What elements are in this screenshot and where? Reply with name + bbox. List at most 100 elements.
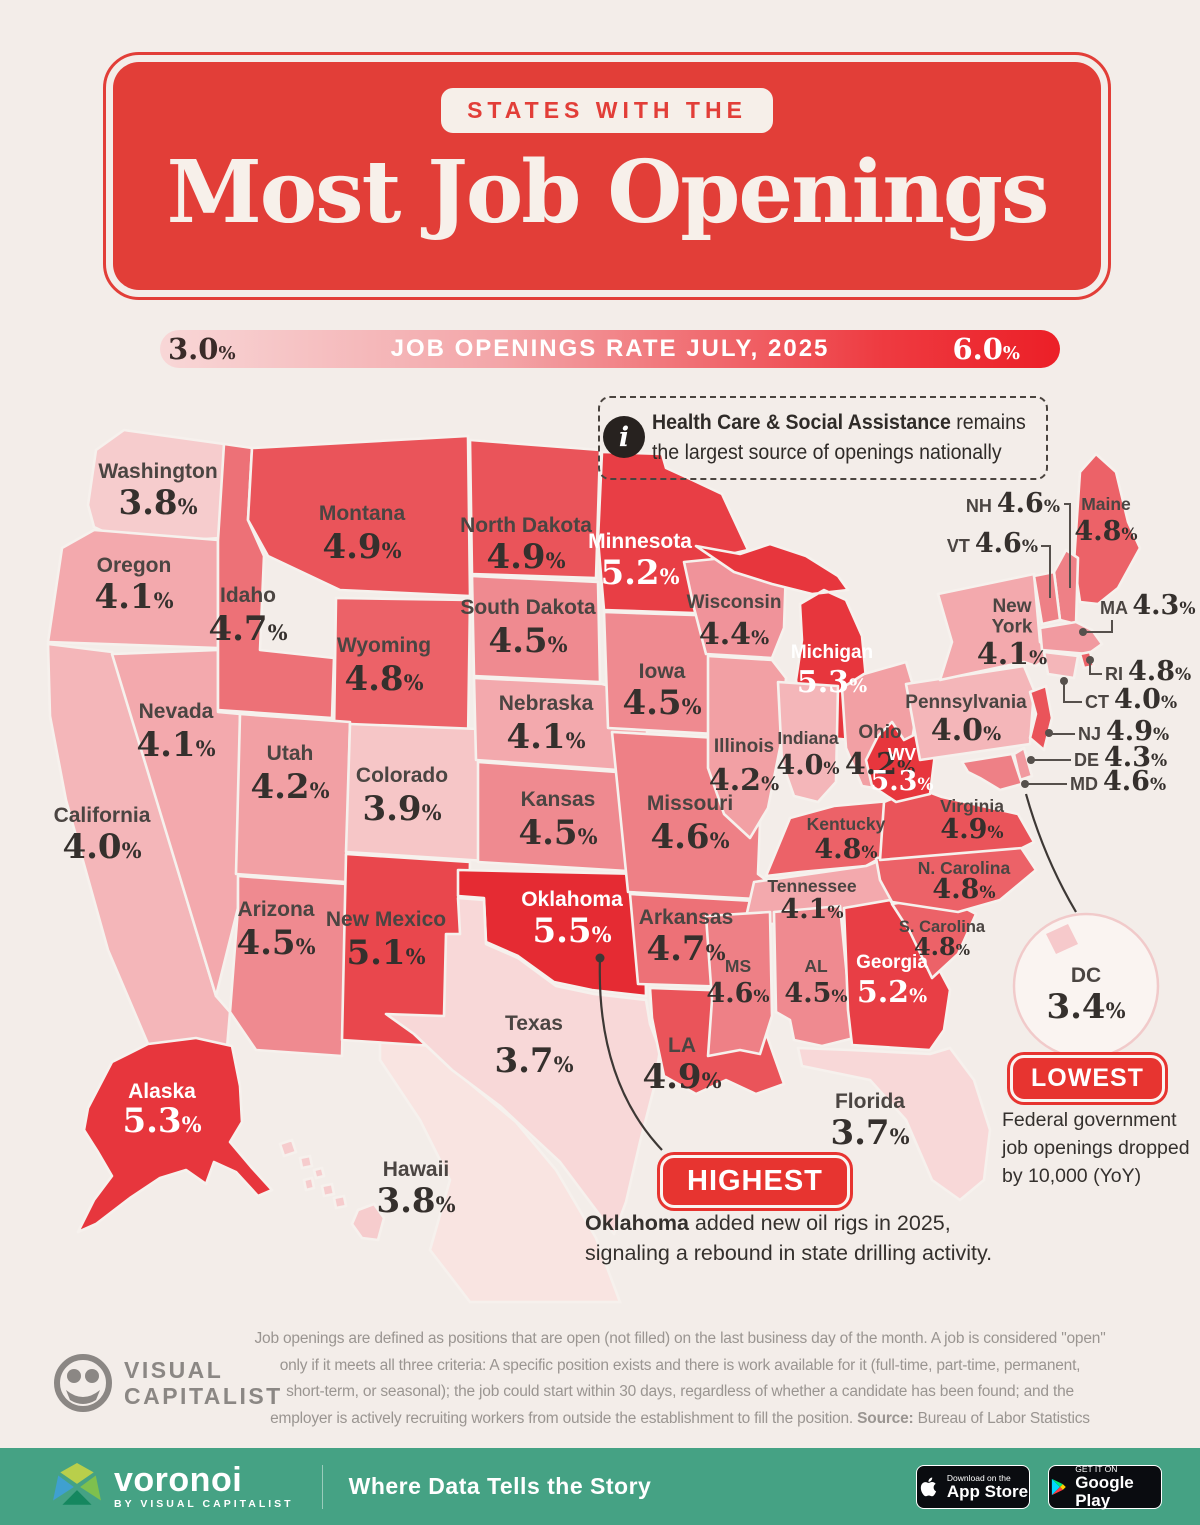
state-label-TX: Texas 3.7% (494, 1012, 573, 1081)
svg-text:3.8%: 3.8% (376, 1181, 455, 1221)
state-MS (704, 910, 774, 1058)
svg-text:N. Carolina: N. Carolina (918, 858, 1011, 878)
svg-text:Ohio: Ohio (858, 722, 901, 743)
svg-text:Oregon: Oregon (97, 554, 172, 577)
svg-text:AL: AL (804, 956, 828, 976)
svg-text:Arizona: Arizona (237, 898, 314, 921)
svg-text:Montana: Montana (319, 502, 406, 525)
leader-dot-MD (1021, 780, 1029, 788)
svg-text:3.7%: 3.7% (494, 1041, 573, 1081)
svg-text:Tennessee: Tennessee (767, 876, 856, 896)
svg-text:4.8%: 4.8% (932, 874, 995, 905)
footer-tagline: Where Data Tells the Story (348, 1473, 652, 1499)
state-label-DC: DC3.4% (1046, 964, 1125, 1027)
google-play-icon (1051, 1478, 1066, 1495)
state-HI (278, 1138, 386, 1242)
title-banner-inner: STATES WITH THE Most Job Openings (113, 62, 1101, 290)
label-MA: MA 4.3% (1100, 590, 1195, 621)
voronoi-subtitle: BY VISUAL CAPITALIST (114, 1497, 294, 1510)
state-AL (772, 904, 856, 1048)
label-VT: VT 4.6% (947, 528, 1038, 559)
state-NJ (1028, 684, 1054, 752)
state-AK (76, 1036, 274, 1234)
svg-text:5.5%: 5.5% (532, 911, 611, 951)
state-IN (776, 680, 840, 804)
svg-text:Oklahoma: Oklahoma (521, 888, 623, 911)
leader-RI (1089, 662, 1102, 675)
svg-text:LA: LA (668, 1034, 696, 1057)
label-NH: NH 4.6% (966, 488, 1060, 519)
voronoi-wordmark: voronoi (114, 1460, 243, 1499)
svg-text:WV: WV (888, 744, 917, 764)
state-ID (216, 442, 336, 720)
svg-text:South Dakota: South Dakota (460, 596, 596, 619)
state-label-LA: LA4.9% (642, 1034, 721, 1097)
svg-text:Iowa: Iowa (639, 660, 686, 683)
label-CT: CT 4.0% (1085, 684, 1177, 715)
leader-dot-CT (1060, 677, 1068, 685)
svg-text:4.1%: 4.1% (780, 894, 843, 925)
leader-NH (1064, 503, 1071, 588)
svg-text:4.9%: 4.9% (642, 1057, 721, 1097)
google-play-badge[interactable]: GET IT ON Google Play (1048, 1464, 1162, 1509)
svg-text:4.1%: 4.1% (977, 637, 1047, 672)
svg-text:4.5%: 4.5% (622, 683, 701, 723)
state-PA (904, 664, 1036, 762)
svg-text:3.9%: 3.9% (362, 789, 441, 829)
svg-text:Minnesota: Minnesota (588, 530, 692, 553)
label-MD: MD 4.6% (1070, 766, 1166, 797)
state-label-AL: AL4.5% (784, 956, 847, 1009)
highest-note: Oklahoma added new oil rigs in 2025, sig… (585, 1211, 993, 1265)
label-RI: RI 4.8% (1105, 656, 1191, 687)
voronoi-icon (53, 1462, 101, 1505)
state-VT (1032, 570, 1062, 626)
visual-capitalist-icon (54, 1354, 112, 1412)
state-label-OH: Ohio 4.2% (845, 722, 915, 782)
svg-text:Wisconsin: Wisconsin (687, 592, 782, 613)
svg-text:Hawaii: Hawaii (383, 1158, 450, 1181)
kicker-text: STATES WITH THE (467, 97, 747, 123)
state-MD (960, 752, 1024, 792)
brand-footer-bar: voronoi BY VISUAL CAPITALIST Where Data … (0, 1448, 1200, 1525)
leader-dot-MA (1079, 628, 1087, 636)
svg-text:4.2%: 4.2% (250, 767, 329, 807)
state-FL (796, 1046, 992, 1202)
svg-text:3.8%: 3.8% (118, 483, 197, 523)
svg-text:Michigan: Michigan (791, 642, 873, 663)
highest-badge: HIGHEST (660, 1155, 850, 1208)
state-IL (706, 654, 788, 840)
svg-text:Illinois: Illinois (714, 736, 774, 757)
svg-text:New Mexico: New Mexico (326, 908, 446, 931)
app-store-badge[interactable]: Download on the App Store (916, 1464, 1030, 1509)
label-DE: DE 4.3% (1074, 742, 1167, 773)
state-OR (46, 528, 220, 650)
leader-dot-oklahoma (595, 953, 605, 963)
svg-text:California: California (54, 804, 151, 827)
svg-text:Kansas: Kansas (521, 788, 596, 811)
state-NC (874, 844, 1038, 914)
svg-text:5.2%: 5.2% (857, 975, 927, 1010)
svg-text:Idaho: Idaho (220, 584, 276, 607)
svg-text:4.6%: 4.6% (650, 817, 729, 857)
svg-text:3.7%: 3.7% (830, 1113, 909, 1153)
state-MA (1038, 620, 1104, 656)
svg-text:Missouri: Missouri (647, 792, 733, 815)
svg-text:Indiana: Indiana (777, 728, 839, 748)
